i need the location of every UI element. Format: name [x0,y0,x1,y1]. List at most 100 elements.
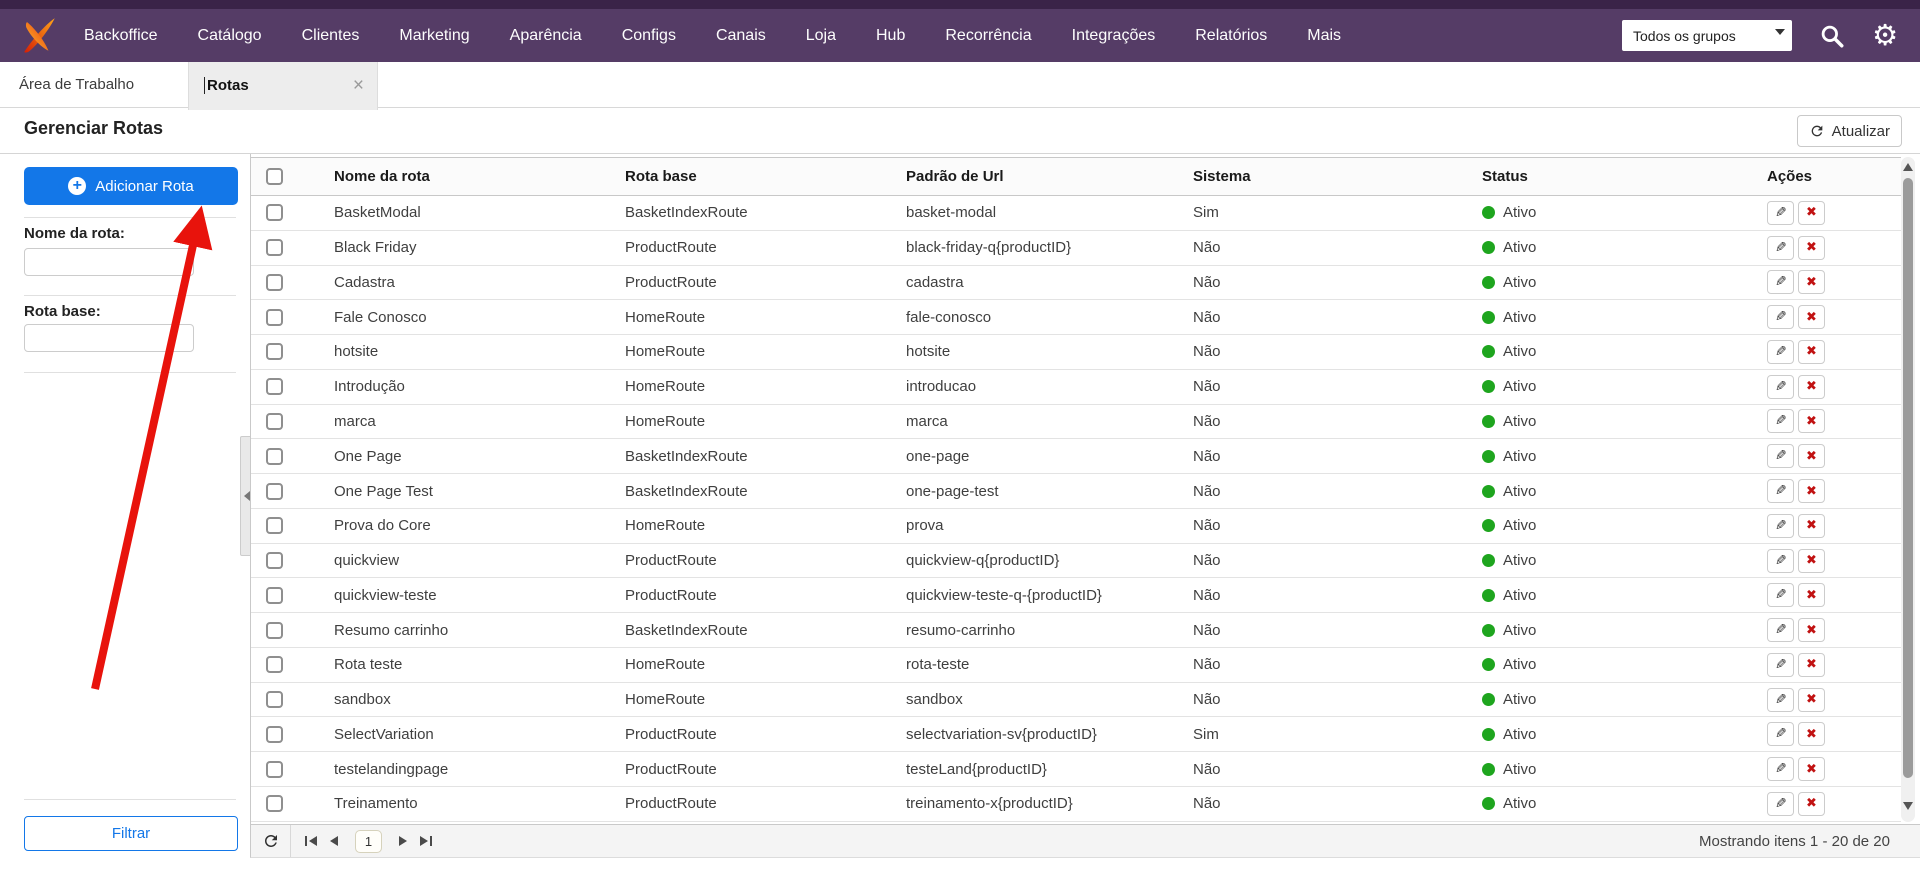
row-checkbox[interactable] [266,760,283,778]
row-checkbox[interactable] [266,691,283,709]
group-select[interactable]: Todos os grupos [1622,20,1792,51]
row-checkbox[interactable] [266,795,283,813]
row-checkbox[interactable] [266,343,283,361]
refresh-page-button[interactable]: Atualizar [1796,115,1902,147]
search-icon[interactable] [1819,23,1845,49]
tab-rotas[interactable]: Rotas × [188,62,378,110]
delete-route-button[interactable]: ✖ [1798,722,1825,747]
delete-route-button[interactable]: ✖ [1798,444,1825,469]
nav-item-recorrencia[interactable]: Recorrência [945,26,1032,44]
delete-route-button[interactable]: ✖ [1798,409,1825,434]
row-checkbox[interactable] [266,378,283,396]
edit-route-button[interactable]: ✎ [1767,479,1794,503]
edit-route-button[interactable]: ✎ [1767,548,1794,573]
status-label: Ativo [1503,621,1537,639]
system-cell: Não [1193,795,1221,813]
scroll-up-button[interactable] [1901,159,1915,175]
nav-item-relatorios[interactable]: Relatórios [1195,26,1268,44]
close-icon[interactable]: × [352,74,364,96]
edit-route-button[interactable]: ✎ [1767,757,1794,782]
filter-button[interactable]: Filtrar [24,816,238,851]
edit-route-button[interactable]: ✎ [1767,270,1794,295]
previous-page-button[interactable] [330,836,338,846]
edit-route-button[interactable]: ✎ [1767,305,1794,330]
nav-item-hub[interactable]: Hub [876,26,906,44]
scrollbar[interactable] [1901,157,1915,822]
scrollbar-thumb[interactable] [1903,178,1913,778]
delete-route-button[interactable]: ✖ [1798,791,1825,816]
pagination-bar: Mostrando itens 1 - 20 de 20 [250,824,1920,858]
nav-item-aparencia[interactable]: Aparência [509,26,582,44]
edit-route-button[interactable]: ✎ [1767,722,1794,747]
delete-route-button[interactable]: ✖ [1798,652,1825,677]
edit-route-button[interactable]: ✎ [1767,652,1794,677]
delete-route-button[interactable]: ✖ [1798,757,1825,782]
add-route-button[interactable]: + Adicionar Rota [24,167,238,205]
row-checkbox[interactable] [266,308,283,326]
row-checkbox[interactable] [266,273,283,291]
route-base-input[interactable] [24,324,194,352]
status-label: Ativo [1503,760,1537,778]
delete-route-button[interactable]: ✖ [1798,305,1825,330]
gear-icon[interactable]: ⚙ [1872,18,1898,52]
sidebar-divider [24,295,236,296]
nav-item-integracoes[interactable]: Integrações [1071,26,1156,44]
row-checkbox[interactable] [266,656,283,674]
row-checkbox[interactable] [266,412,283,430]
brand-logo[interactable] [18,14,60,56]
delete-route-button[interactable]: ✖ [1798,479,1825,503]
row-checkbox[interactable] [266,482,283,500]
delete-route-button[interactable]: ✖ [1798,687,1825,712]
nav-item-marketing[interactable]: Marketing [399,26,470,44]
edit-route-button[interactable]: ✎ [1767,200,1794,225]
edit-route-button[interactable]: ✎ [1767,374,1794,399]
edit-route-button[interactable]: ✎ [1767,339,1794,364]
actions-cell: ✎ ✖ [1767,722,1901,747]
nav-item-loja[interactable]: Loja [805,26,836,44]
select-all-checkbox[interactable] [266,168,283,185]
row-checkbox[interactable] [266,552,283,570]
row-checkbox[interactable] [266,725,283,743]
edit-route-button[interactable]: ✎ [1767,687,1794,712]
delete-route-button[interactable]: ✖ [1798,618,1825,643]
first-page-button[interactable] [305,836,317,846]
row-checkbox[interactable] [266,621,283,639]
last-page-button[interactable] [420,836,432,846]
edit-route-button[interactable]: ✎ [1767,618,1794,643]
row-checkbox[interactable] [266,447,283,465]
url-pattern-cell: introducao [906,378,977,396]
row-checkbox[interactable] [266,204,283,222]
nav-item-mais[interactable]: Mais [1307,26,1342,44]
delete-route-button[interactable]: ✖ [1798,200,1825,225]
delete-route-button[interactable]: ✖ [1798,339,1825,364]
url-pattern-cell: marca [906,412,948,430]
edit-route-button[interactable]: ✎ [1767,791,1794,816]
edit-route-button[interactable]: ✎ [1767,235,1794,260]
refresh-grid-button[interactable] [251,825,291,857]
nav-item-backoffice[interactable]: Backoffice [84,26,158,44]
edit-route-button[interactable]: ✎ [1767,583,1794,608]
route-name-input[interactable] [24,248,194,276]
nav-item-canais[interactable]: Canais [715,26,766,44]
row-checkbox[interactable] [266,239,283,257]
delete-route-button[interactable]: ✖ [1798,548,1825,573]
edit-route-button[interactable]: ✎ [1767,513,1794,538]
next-page-button[interactable] [399,836,407,846]
row-checkbox[interactable] [266,586,283,604]
nav-item-configs[interactable]: Configs [621,26,676,44]
table-row: quickview-teste ProductRoute quickview-t… [251,578,1901,614]
delete-route-button[interactable]: ✖ [1798,583,1825,608]
nav-item-clientes[interactable]: Clientes [301,26,360,44]
delete-route-button[interactable]: ✖ [1798,270,1825,295]
tab-workspace[interactable]: Área de Trabalho [0,62,188,107]
delete-route-button[interactable]: ✖ [1798,513,1825,538]
delete-route-button[interactable]: ✖ [1798,374,1825,399]
page-number-input[interactable] [355,829,382,853]
delete-route-button[interactable]: ✖ [1798,235,1825,260]
edit-route-button[interactable]: ✎ [1767,444,1794,469]
edit-route-button[interactable]: ✎ [1767,409,1794,434]
row-checkbox[interactable] [266,517,283,535]
nav-item-catalogo[interactable]: Catálogo [197,26,262,44]
status-label: Ativo [1503,273,1537,291]
scroll-down-button[interactable] [1901,798,1915,814]
